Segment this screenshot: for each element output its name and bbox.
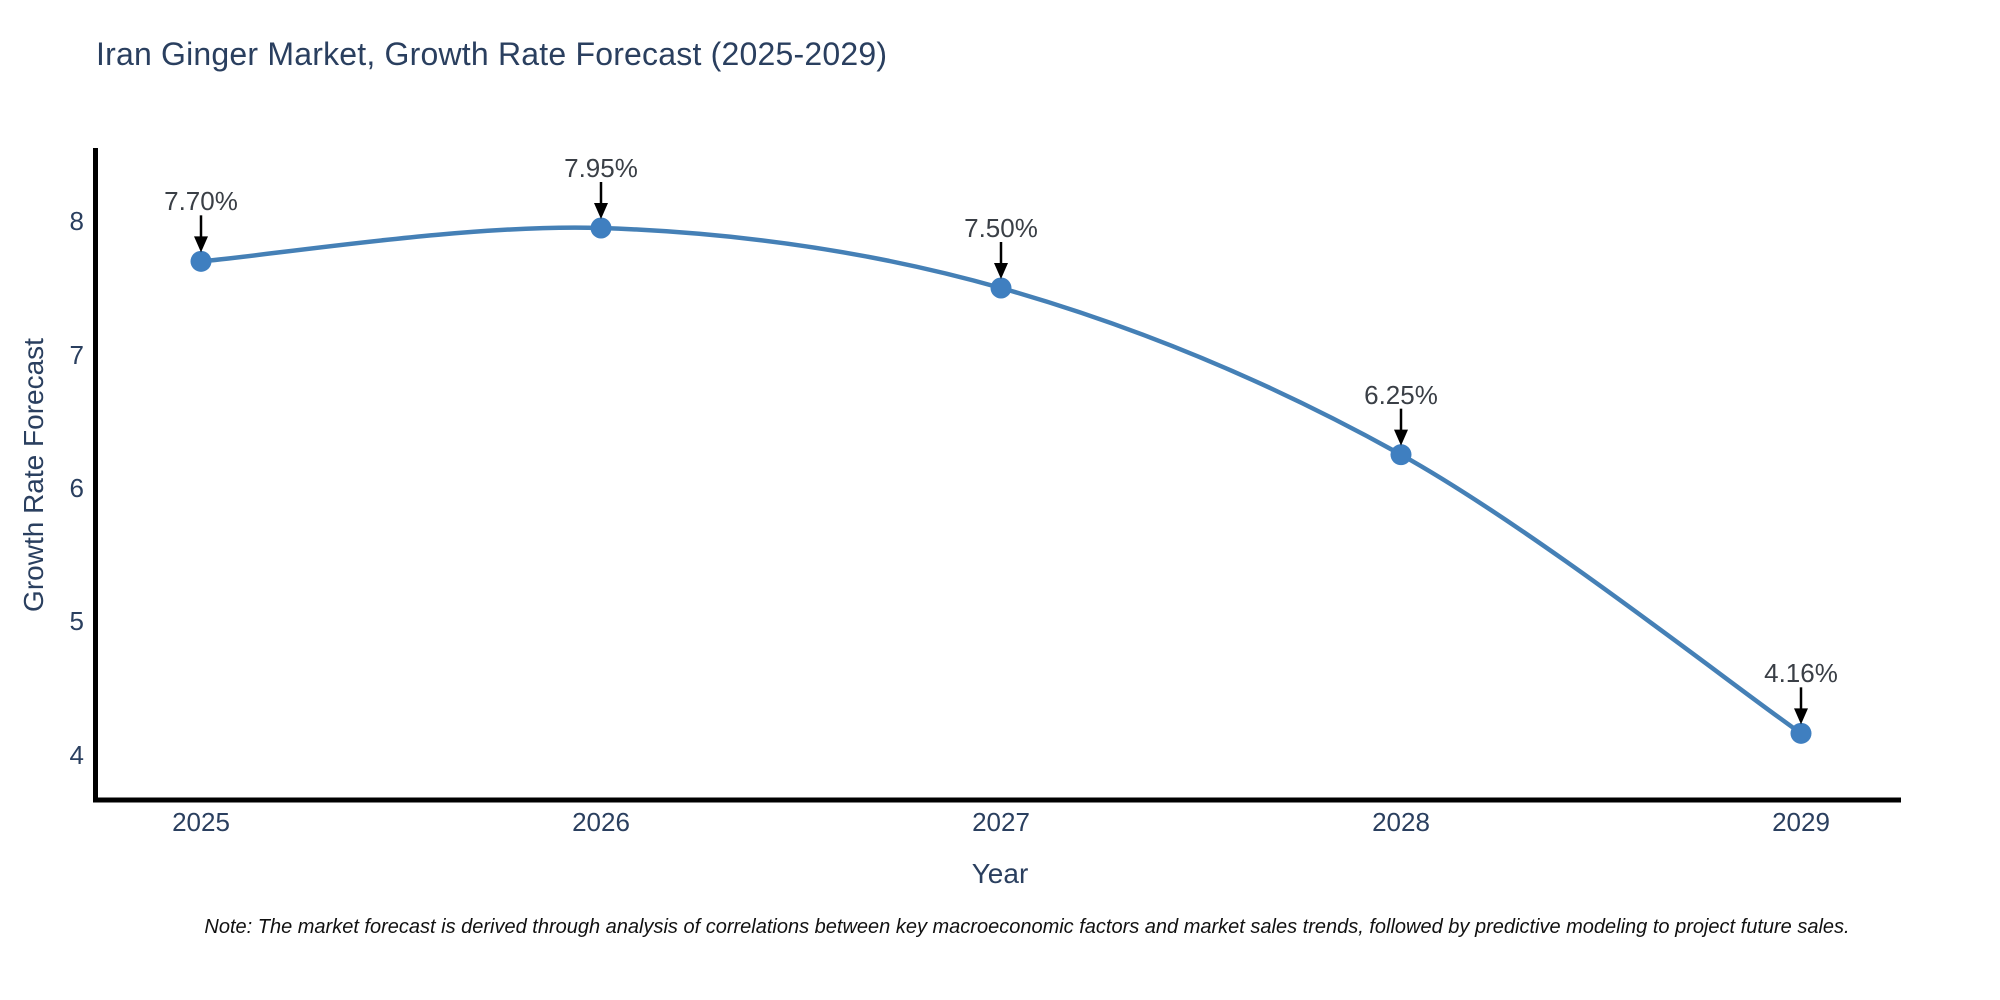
x-tick-label: 2029 — [1772, 807, 1830, 837]
data-point-marker — [990, 277, 1012, 299]
point-value-label: 4.16% — [1764, 658, 1838, 689]
annotation-arrow-head — [994, 263, 1008, 279]
chart-title: Iran Ginger Market, Growth Rate Forecast… — [96, 36, 888, 72]
point-value-label: 7.95% — [564, 153, 638, 183]
y-tick-label: 5 — [69, 606, 84, 637]
x-tick-label: 2026 — [572, 807, 630, 837]
data-point-marker — [1790, 722, 1812, 744]
y-tick-label: 8 — [69, 206, 84, 237]
annotation-arrow-head — [194, 236, 208, 253]
x-tick-label: 2025 — [172, 807, 230, 837]
x-tick-label: 2028 — [1372, 807, 1430, 837]
series-line — [200, 225, 1803, 736]
annotation-arrow-head — [594, 203, 608, 219]
point-value-label: 7.50% — [964, 213, 1038, 243]
point-value-label: 6.25% — [1364, 379, 1438, 410]
annotation-arrow-head — [1394, 429, 1408, 446]
y-tick-label: 7 — [69, 339, 84, 370]
data-point-marker — [590, 217, 612, 239]
data-point-marker — [190, 250, 212, 272]
y-tick-label: 6 — [69, 473, 84, 503]
x-axis-title: Year — [971, 858, 1029, 889]
annotation-arrow-head — [1794, 708, 1808, 725]
y-axis-title: Growth Rate Forecast — [18, 338, 49, 612]
y-tick-label: 4 — [69, 739, 84, 770]
point-value-label: 7.70% — [164, 186, 238, 217]
x-tick-label: 2027 — [972, 807, 1030, 837]
footnote: Note: The market forecast is derived thr… — [204, 916, 1850, 938]
data-point-marker — [1390, 444, 1412, 466]
